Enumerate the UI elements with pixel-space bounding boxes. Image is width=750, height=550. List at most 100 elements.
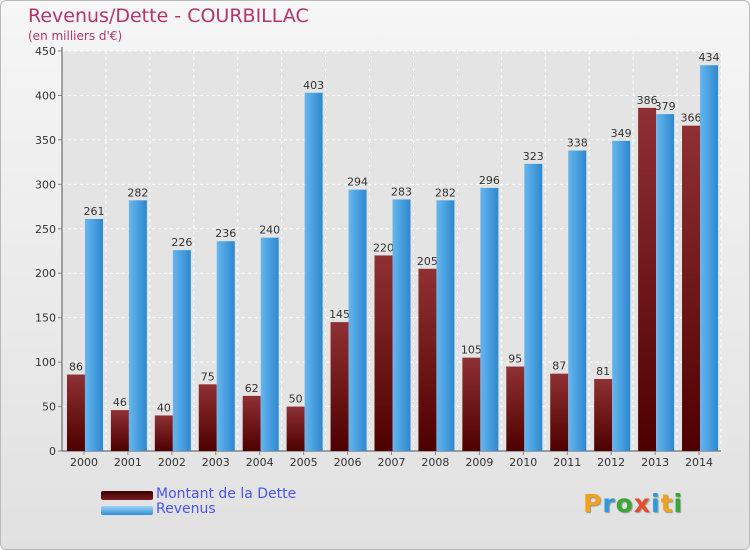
x-tick-label: 2013 (641, 456, 669, 469)
data-label-revenus: 240 (259, 224, 280, 237)
data-label-dette: 46 (113, 396, 127, 409)
data-label-dette: 205 (417, 255, 438, 268)
x-tick-label: 2003 (202, 456, 230, 469)
proxiti-logo: Proxiti (583, 489, 683, 518)
data-label-dette: 87 (552, 360, 566, 373)
x-tick-label: 2006 (334, 456, 362, 469)
data-label-revenus: 282 (435, 186, 456, 199)
bar-revenus (172, 250, 191, 451)
data-label-revenus: 379 (655, 100, 676, 113)
data-label-revenus: 323 (523, 150, 544, 163)
data-label-dette: 105 (461, 344, 482, 357)
bar-revenus (524, 163, 543, 451)
logo-letter: i (651, 489, 661, 518)
bar-revenus (216, 241, 235, 451)
x-tick-label: 2010 (509, 456, 537, 469)
bar-dette (550, 373, 569, 451)
bar-revenus (128, 200, 147, 451)
y-tick-label: 350 (35, 134, 56, 147)
legend-label-revenus: Revenus (156, 501, 216, 517)
y-tick-label: 250 (35, 223, 56, 236)
data-label-revenus: 282 (127, 186, 148, 199)
logo-letter: x (633, 489, 651, 518)
bar-dette (330, 322, 349, 451)
logo-letter: P (583, 489, 603, 518)
data-label-dette: 366 (681, 112, 702, 125)
bar-revenus (436, 200, 455, 451)
bar-dette (286, 406, 305, 451)
bar-revenus (392, 199, 411, 451)
x-tick-label: 2011 (553, 456, 581, 469)
bar-dette (462, 357, 481, 451)
data-label-dette: 86 (69, 361, 83, 374)
data-label-revenus: 338 (567, 137, 588, 150)
x-tick-label: 2014 (685, 456, 713, 469)
bar-revenus (348, 189, 367, 451)
bar-dette (418, 268, 437, 451)
bar-dette (638, 107, 657, 451)
x-tick-label: 2009 (465, 456, 493, 469)
y-tick-label: 150 (35, 312, 56, 325)
legend-label-dette: Montant de la Dette (156, 486, 297, 502)
bar-dette (594, 379, 613, 451)
y-tick-label: 300 (35, 178, 56, 191)
bar-dette (154, 415, 173, 451)
bar-revenus (480, 187, 499, 451)
legend-swatch-dette (101, 491, 153, 500)
data-label-dette: 40 (157, 401, 171, 414)
bar-revenus (84, 219, 103, 451)
data-label-dette: 145 (329, 308, 350, 321)
data-label-dette: 75 (201, 370, 215, 383)
bar-revenus (656, 114, 675, 451)
x-tick-label: 2007 (378, 456, 406, 469)
y-tick-label: 0 (49, 445, 56, 458)
data-label-revenus: 403 (303, 79, 324, 92)
x-tick-label: 2001 (114, 456, 142, 469)
bar-revenus (304, 92, 323, 452)
bar-revenus (568, 150, 587, 452)
bar-revenus (612, 140, 631, 451)
data-label-revenus: 226 (171, 236, 192, 249)
data-label-revenus: 294 (347, 176, 368, 189)
data-label-revenus: 296 (479, 174, 500, 187)
chart-title: Revenus/Dette - COURBILLAC (28, 5, 309, 27)
data-label-dette: 220 (373, 241, 394, 254)
data-label-dette: 95 (508, 353, 522, 366)
logo-letter: o (615, 489, 634, 518)
bar-dette (66, 374, 85, 451)
x-tick-label: 2000 (70, 456, 98, 469)
y-tick-label: 200 (35, 267, 56, 280)
y-tick-label: 400 (35, 89, 56, 102)
bar-dette (198, 384, 217, 451)
x-tick-label: 2005 (290, 456, 318, 469)
bar-revenus (260, 237, 279, 451)
data-label-dette: 62 (245, 382, 259, 395)
logo-letter: i (673, 489, 684, 518)
x-tick-label: 2008 (421, 456, 449, 469)
data-label-revenus: 283 (391, 185, 412, 198)
logo-letter: r (602, 489, 616, 518)
y-tick-label: 50 (42, 401, 56, 414)
chart-subtitle: (en milliers d'€) (28, 29, 123, 43)
bar-dette (682, 125, 701, 452)
bar-revenus (700, 65, 719, 451)
y-tick-label: 100 (35, 356, 56, 369)
data-label-dette: 81 (596, 365, 610, 378)
bar-dette (506, 366, 525, 451)
x-tick-label: 2002 (158, 456, 186, 469)
data-label-revenus: 434 (699, 51, 720, 64)
legend-swatch-revenus (101, 506, 153, 515)
data-label-revenus: 236 (215, 227, 236, 240)
bar-dette (242, 395, 261, 451)
x-tick-label: 2012 (597, 456, 625, 469)
x-tick-label: 2004 (246, 456, 274, 469)
y-tick-label: 450 (35, 45, 56, 58)
logo-letter: t (660, 489, 674, 518)
bar-dette (110, 410, 129, 451)
data-label-dette: 50 (289, 393, 303, 406)
bar-dette (374, 255, 393, 451)
data-label-revenus: 349 (611, 127, 632, 140)
data-label-dette: 386 (637, 94, 658, 107)
